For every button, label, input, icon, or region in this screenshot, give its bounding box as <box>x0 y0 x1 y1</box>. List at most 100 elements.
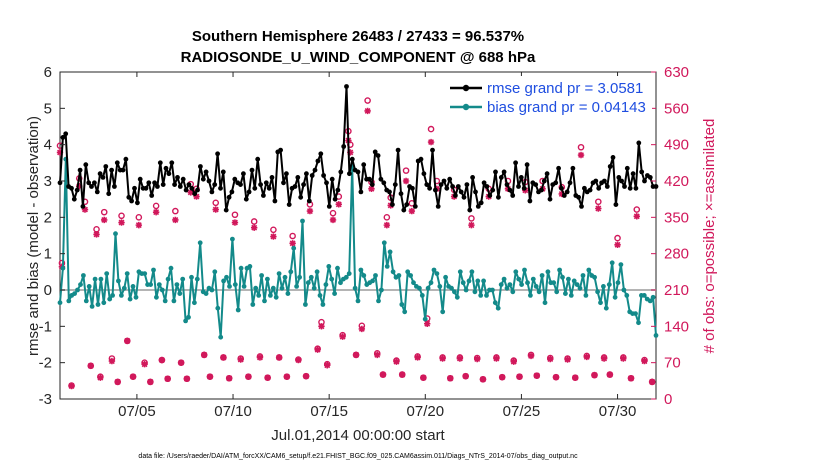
rmse-point <box>281 180 286 186</box>
rmse-point <box>367 176 372 182</box>
obs-possible-marker <box>468 215 475 222</box>
obs-assimilated-marker <box>289 240 296 247</box>
rmse-point <box>604 184 610 189</box>
obs-assimilated-marker <box>283 373 291 380</box>
rmse-point <box>481 180 487 186</box>
y-tick-label: 3 <box>44 173 52 190</box>
rmse-point <box>633 185 639 191</box>
obs-assimilated-marker <box>339 333 346 340</box>
bias-point <box>615 280 621 286</box>
obs-assimilated-marker <box>564 356 571 363</box>
rmse-point <box>369 182 375 188</box>
bias-point <box>437 284 443 289</box>
obs-assimilated-marker <box>572 374 579 381</box>
bias-point <box>422 316 428 322</box>
rmse-point <box>527 198 533 204</box>
obs-assimilated-marker <box>447 375 454 382</box>
obs-assimilated-marker <box>427 138 435 146</box>
obs-possible-marker <box>329 209 337 217</box>
rmse-point <box>71 196 77 202</box>
rmse-point <box>123 156 129 162</box>
bias-point <box>265 276 270 282</box>
obs-assimilated-marker <box>399 371 406 378</box>
bias-point <box>492 300 498 306</box>
bias-point <box>101 300 107 306</box>
obs-possible-marker <box>152 202 160 210</box>
rmse-point <box>226 194 232 200</box>
obs-assimilated-marker <box>231 219 239 226</box>
obs-assimilated-marker <box>347 149 354 156</box>
bias-point <box>276 271 282 276</box>
rmse-point <box>358 189 364 195</box>
rmse-point <box>610 155 616 160</box>
bias-point <box>528 293 533 298</box>
y-right-tick-label: 560 <box>664 100 689 117</box>
rmse-point <box>473 189 478 195</box>
bias-point <box>568 293 574 298</box>
bias-point <box>519 282 524 287</box>
obs-assimilated-marker <box>368 185 375 192</box>
bias-point <box>57 300 63 306</box>
obs-assimilated-marker <box>474 355 481 363</box>
rmse-point <box>63 131 69 137</box>
bias-point <box>507 282 513 287</box>
y-right-tick-label: 70 <box>664 355 681 372</box>
obs-possible-marker <box>595 198 602 206</box>
bias-point <box>539 273 545 278</box>
rmse-point <box>395 147 401 153</box>
rmse-point <box>129 198 135 204</box>
rmse-point <box>602 178 607 184</box>
rmse-point <box>329 176 335 182</box>
rmse-point <box>401 207 407 213</box>
obs-assimilated-marker <box>462 372 469 380</box>
rmse-point <box>447 176 453 182</box>
obs-assimilated-marker <box>547 355 554 363</box>
bias-point <box>227 284 232 289</box>
obs-possible-marker <box>250 218 258 225</box>
rmse-point <box>544 171 550 177</box>
obs-possible-marker <box>118 212 125 220</box>
bias-point <box>469 269 475 275</box>
chart-title-line2: RADIOSONDE_U_WIND_COMPONENT @ 688 hPa <box>181 49 536 66</box>
bias-point <box>335 265 340 271</box>
obs-assimilated-marker <box>627 375 635 382</box>
rmse-point <box>183 187 189 193</box>
rmse-point <box>375 153 381 159</box>
bias-point <box>510 289 516 295</box>
obs-assimilated-marker <box>314 346 321 353</box>
bias-point <box>595 289 600 295</box>
bias-point <box>460 280 466 286</box>
rmse-point <box>203 169 209 175</box>
x-axis-label: Jul.01,2014 00:00:00 start <box>271 427 445 444</box>
bias-point <box>250 302 256 307</box>
rmse-point <box>450 184 455 189</box>
bias-point <box>434 271 440 276</box>
rmse-point <box>74 187 80 193</box>
rmse-point <box>309 173 315 178</box>
obs-possible-marker <box>212 199 220 207</box>
rmse-point <box>455 184 461 189</box>
obs-assimilated-marker <box>614 241 621 249</box>
rmse-point <box>427 185 432 191</box>
rmse-point <box>513 160 518 166</box>
obs-assimilated-marker <box>552 374 560 381</box>
y-right-tick-label: 420 <box>664 173 689 190</box>
rmse-point <box>547 196 553 202</box>
bias-point <box>300 218 305 224</box>
rmse-point <box>504 182 510 188</box>
bias-point <box>294 284 299 289</box>
rmse-point <box>619 178 624 184</box>
rmse-point <box>69 185 74 191</box>
obs-assimilated-marker <box>402 177 410 185</box>
rmse-point <box>596 185 602 191</box>
bias-point <box>305 280 311 286</box>
bias-point <box>583 293 589 298</box>
bias-point <box>107 296 113 302</box>
bias-point <box>396 273 402 278</box>
bias-point <box>478 293 484 298</box>
rmse-point <box>272 198 278 204</box>
rmse-point <box>218 185 223 191</box>
rmse-point <box>496 194 501 200</box>
bias-point <box>218 334 224 340</box>
obs-assimilated-marker <box>620 355 627 362</box>
